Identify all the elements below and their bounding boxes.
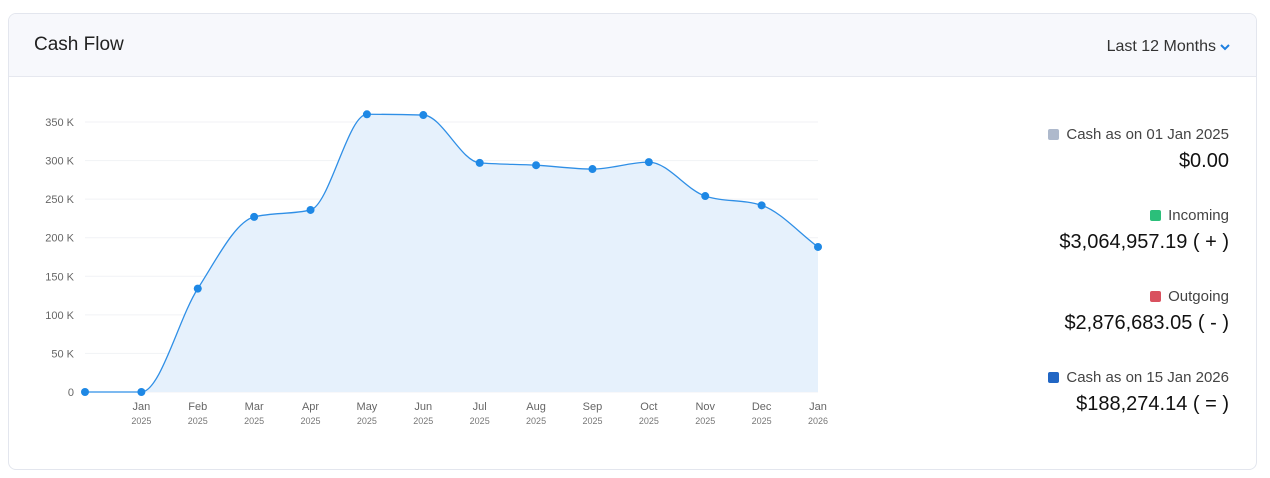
x-tick-label: Jan bbox=[809, 401, 827, 413]
legend-swatch bbox=[1048, 372, 1060, 383]
x-tick-year: 2025 bbox=[301, 416, 321, 426]
point bbox=[419, 111, 428, 120]
x-tick-year: 2025 bbox=[639, 416, 659, 426]
point bbox=[250, 212, 259, 221]
x-tick-year: 2025 bbox=[752, 416, 772, 426]
y-tick-label: 300 K bbox=[45, 156, 74, 168]
summary-amount: $188,274.14 ( = ) bbox=[1076, 393, 1229, 415]
point bbox=[81, 388, 89, 396]
summary-item: Cash as on 01 Jan 2025 $0.00 bbox=[929, 126, 1229, 207]
chevron-icon[interactable] bbox=[1220, 43, 1230, 51]
x-tick-year: 2025 bbox=[526, 416, 546, 426]
y-tick-label: 150 K bbox=[45, 271, 74, 283]
x-tick-label: Feb bbox=[188, 401, 207, 413]
y-tick-label: 350 K bbox=[45, 117, 74, 129]
card: Cash Flow Last 12 Months 0 50 K 100 K 150 K… bbox=[8, 13, 1257, 470]
summary-amount: $0.00 bbox=[1178, 150, 1229, 172]
y-tick-label: 100 K bbox=[45, 310, 74, 322]
x-tick-year: 2025 bbox=[413, 416, 433, 426]
x-tick-year: 2025 bbox=[131, 416, 151, 426]
summary-item: Incoming $3,064,957.19 ( + ) bbox=[929, 207, 1229, 288]
summary: Cash as on 01 Jan 2025 $0.00 Incoming $3,06… bbox=[929, 126, 1229, 450]
point bbox=[701, 192, 710, 201]
summary-label: Incoming bbox=[929, 207, 1229, 224]
y-tick-label: 0 bbox=[68, 387, 74, 399]
point bbox=[814, 242, 822, 251]
summary-item: Outgoing $2,876,683.05 ( - ) bbox=[929, 288, 1229, 369]
y-tick-label: 200 K bbox=[45, 233, 74, 245]
x-tick-label: Dec bbox=[752, 401, 772, 413]
x-tick-label: Mar bbox=[245, 401, 264, 413]
area-fill bbox=[85, 114, 818, 392]
point bbox=[362, 110, 371, 119]
x-tick-year: 2025 bbox=[188, 416, 208, 426]
point bbox=[532, 161, 541, 170]
summary-amount: $2,876,683.05 ( - ) bbox=[1064, 312, 1229, 334]
x-tick-label: May bbox=[357, 401, 378, 413]
y-tick-label: 250 K bbox=[45, 194, 74, 206]
summary-label-text: Outgoing bbox=[1168, 288, 1229, 305]
x-tick-label: Sep bbox=[583, 401, 603, 413]
x-tick-year: 2025 bbox=[582, 416, 602, 426]
x-tick-year: 2025 bbox=[695, 416, 715, 426]
chart: 0 50 K 100 K 150 K 200 K 250 K 300 K 350 K Jan 20… bbox=[45, 110, 828, 426]
x-tick-year: 2025 bbox=[357, 416, 377, 426]
summary-item: Cash as on 15 Jan 2026 $188,274.14 ( = ) bbox=[929, 369, 1229, 450]
point bbox=[588, 165, 597, 174]
x-tick-year: 2026 bbox=[808, 416, 828, 426]
x-tick-label: Oct bbox=[640, 401, 657, 413]
x-tick-label: Jan bbox=[133, 401, 151, 413]
y-tick-label: 50 K bbox=[51, 348, 74, 360]
point bbox=[757, 201, 766, 210]
legend-swatch bbox=[1150, 291, 1162, 302]
point bbox=[475, 158, 484, 167]
summary-label-text: Incoming bbox=[1168, 207, 1229, 224]
card-header: Cash Flow Last 12 Months bbox=[9, 14, 1256, 77]
x-tick-year: 2025 bbox=[244, 416, 264, 426]
summary-amount: $3,064,957.19 ( + ) bbox=[1059, 231, 1229, 253]
point bbox=[193, 284, 202, 293]
x-tick-label: Jun bbox=[414, 401, 432, 413]
legend-swatch bbox=[1048, 129, 1060, 140]
legend-swatch bbox=[1150, 210, 1162, 221]
x-tick-label: Nov bbox=[695, 401, 715, 413]
summary-label: Outgoing bbox=[929, 288, 1229, 305]
x-tick-label: Apr bbox=[302, 401, 319, 413]
x-tick-year: 2025 bbox=[470, 416, 490, 426]
summary-label: Cash as on 15 Jan 2026 bbox=[929, 369, 1229, 386]
x-tick-label: Jul bbox=[473, 401, 487, 413]
summary-label-text: Cash as on 15 Jan 2026 bbox=[1066, 369, 1229, 386]
point bbox=[644, 158, 653, 167]
summary-label: Cash as on 01 Jan 2025 bbox=[929, 126, 1229, 143]
range-dropdown[interactable]: Last 12 Months bbox=[1107, 38, 1230, 56]
summary-label-text: Cash as on 01 Jan 2025 bbox=[1066, 126, 1229, 143]
point bbox=[137, 388, 146, 396]
x-tick-label: Aug bbox=[526, 401, 546, 413]
range-label[interactable]: Last 12 Months bbox=[1106, 38, 1216, 55]
point bbox=[306, 205, 315, 214]
card-title: Cash Flow bbox=[34, 34, 124, 55]
